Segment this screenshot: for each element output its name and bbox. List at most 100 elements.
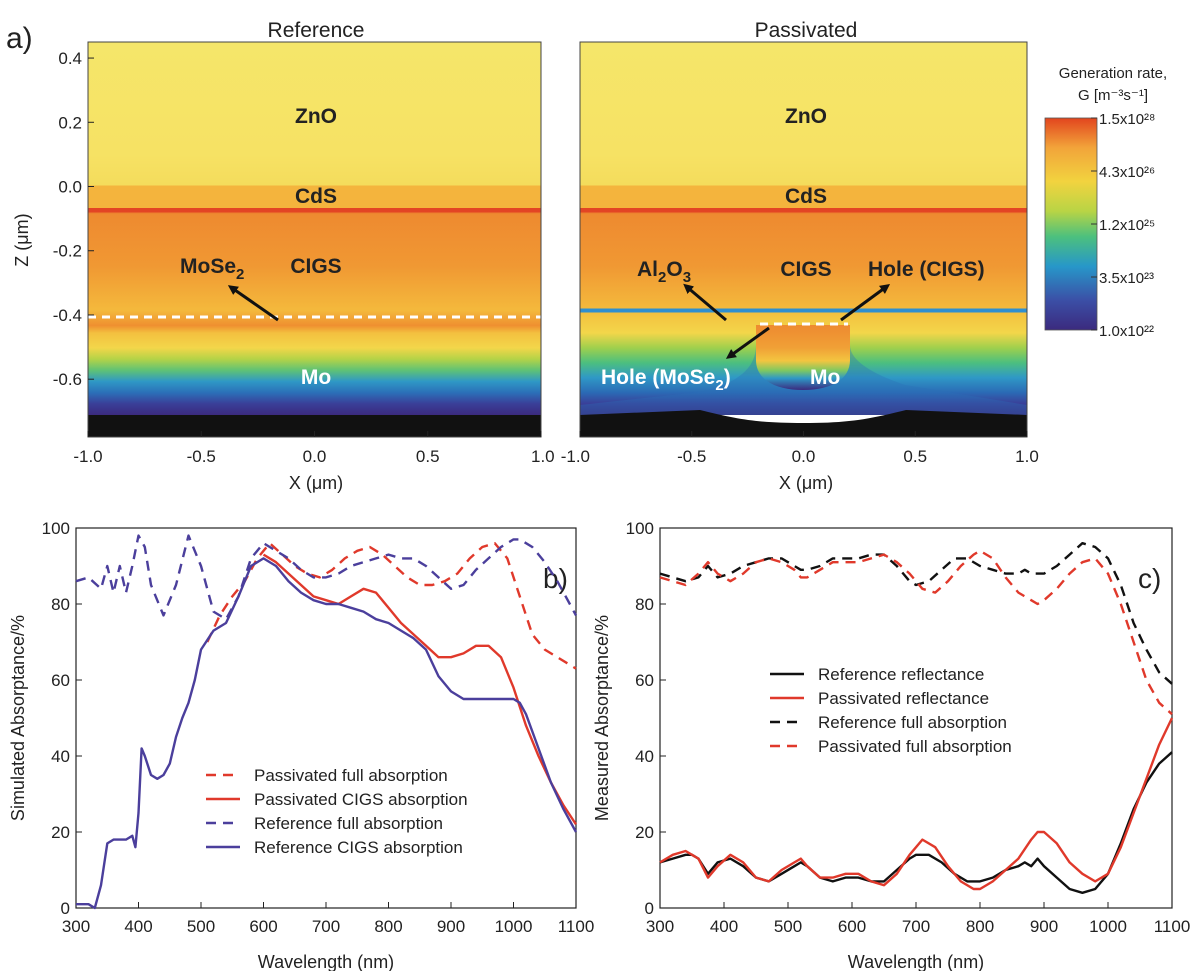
ytick-label: 0	[645, 899, 654, 918]
panel-a-left-xtick-label: 0.5	[416, 447, 440, 466]
ytick-label: 20	[51, 823, 70, 842]
legend-label: Passivated CIGS absorption	[254, 790, 468, 809]
xtick-label: 500	[774, 917, 802, 936]
passivated-hole-region	[756, 325, 850, 390]
series-line-2	[75, 534, 578, 621]
xtick-label: 700	[902, 917, 930, 936]
panel-a-left-xlabel: X (μm)	[289, 473, 343, 493]
legend-label: Reference CIGS absorption	[254, 838, 463, 857]
series-line-3	[76, 557, 578, 910]
panel-a-right-xtick-label: -0.5	[677, 447, 706, 466]
reference-zno-label: ZnO	[295, 105, 337, 128]
passivated-zno-label: ZnO	[785, 105, 827, 128]
colorbar-tick-label: 1.0x10²²	[1099, 323, 1154, 340]
panel-a-left-xtick-label: -0.5	[187, 447, 216, 466]
passivated-field-map	[579, 41, 1028, 438]
ytick-label: 20	[635, 823, 654, 842]
xtick-label: 800	[966, 917, 994, 936]
reference-mose2-arrow	[227, 285, 279, 322]
reference-cigs-label: CIGS	[290, 255, 341, 278]
panel-b-xlabel: Wavelength (nm)	[258, 952, 394, 971]
panel-a-ylabel: Z (μm)	[12, 213, 32, 266]
reference-mo-label: Mo	[301, 366, 331, 389]
panel-a-ytick-label: 0.0	[58, 178, 82, 197]
panel-a-ytick-label: 0.4	[58, 49, 82, 68]
legend-label: Reference full absorption	[254, 814, 443, 833]
passivated-cigs-label: CIGS	[780, 258, 831, 281]
panel-c-xlabel: Wavelength (nm)	[848, 952, 984, 971]
xtick-label: 600	[838, 917, 866, 936]
panel-c-ylabel: Measured Absorptance/%	[592, 615, 612, 821]
series-line-0	[206, 542, 577, 670]
al2o3-arrow	[683, 283, 727, 322]
hole-mose2-arrow	[725, 326, 770, 359]
series-line-2	[659, 542, 1173, 685]
ytick-label: 40	[635, 747, 654, 766]
legend-label: Passivated full absorption	[818, 737, 1012, 756]
passivated-mo-label: Mo	[810, 366, 840, 389]
ytick-label: 100	[42, 519, 70, 538]
ytick-label: 0	[61, 899, 70, 918]
panel-c-legend: Reference reflectance Passivated reflecta…	[770, 665, 1012, 756]
xtick-label: 800	[374, 917, 402, 936]
passivated-cds-label: CdS	[785, 185, 827, 208]
series-line-1	[262, 553, 578, 826]
panel-a-left-xtick-label: 1.0	[531, 447, 555, 466]
xtick-label: 1100	[558, 917, 595, 936]
panel-c-label: c)	[1138, 563, 1161, 594]
hole-cigs-label: Hole (CIGS)	[868, 258, 985, 281]
xtick-label: 500	[187, 917, 215, 936]
panel-a-left-xtick-label: 0.0	[303, 447, 327, 466]
passivated-substrate	[580, 410, 1027, 437]
panel-a-left-xtick-label: -1.0	[73, 447, 102, 466]
xtick-label: 1000	[495, 917, 533, 936]
panel-a-label: a)	[6, 22, 33, 55]
xtick-label: 900	[1030, 917, 1058, 936]
panel-a-right-title: Passivated	[755, 19, 858, 42]
xtick-label: 300	[646, 917, 674, 936]
panel-c-plot: 300 400 500 600 700 800 900 1000 1100 0 20 40 60 80 10…	[626, 519, 1191, 936]
panel-a-right-xtick-label: 0.0	[792, 447, 816, 466]
panel-a-ytick-label: -0.6	[53, 370, 82, 389]
panel-a-right-xtick-label: 0.5	[903, 447, 927, 466]
xtick-label: 300	[62, 917, 90, 936]
panel-b-legend: Passivated full absorption Passivated CIG…	[206, 766, 468, 857]
panel-b-ylabel: Simulated Absorptance/%	[8, 615, 28, 821]
panel-a-ytick-label: 0.2	[58, 113, 82, 132]
colorbar-tick-label: 1.2x10²⁵	[1099, 217, 1155, 234]
xtick-label: 1100	[1154, 917, 1191, 936]
legend-label: Passivated full absorption	[254, 766, 448, 785]
xtick-label: 400	[710, 917, 738, 936]
legend-label: Reference reflectance	[818, 665, 984, 684]
ytick-label: 60	[51, 671, 70, 690]
colorbar-title-2: G [m⁻³s⁻¹]	[1078, 87, 1148, 104]
colorbar-tick-label: 4.3x10²⁶	[1099, 164, 1155, 181]
panel-c: c) 300 400 500 600 700 800 900 1000 1100 0 20 40 60 8…	[592, 519, 1190, 971]
colorbar-tick-label: 1.5x10²⁸	[1099, 111, 1155, 128]
ytick-label: 40	[51, 747, 70, 766]
panel-b: b) 300 400 500 600 700 800 900 1000 1100 0 20 40 60 8…	[8, 519, 594, 971]
panel-a-right-xtick-label: 1.0	[1015, 447, 1039, 466]
series-line-3	[659, 549, 1173, 716]
panel-a-ytick-label: -0.2	[53, 242, 82, 261]
xtick-label: 1000	[1089, 917, 1127, 936]
panel-a-right-xtick-label: -1.0	[561, 447, 590, 466]
colorbar-title-1: Generation rate,	[1059, 65, 1167, 82]
reference-cds-label: CdS	[295, 185, 337, 208]
ytick-label: 80	[51, 595, 70, 614]
colorbar-tick-label: 3.5x10²³	[1099, 270, 1154, 287]
panel-a-ytick-label: -0.4	[53, 306, 82, 325]
xtick-label: 400	[124, 917, 152, 936]
panel-a-right-xlabel: X (μm)	[779, 473, 833, 493]
series-line-0	[659, 751, 1173, 894]
reference-field-gradient	[88, 42, 541, 415]
ytick-label: 80	[635, 595, 654, 614]
panel-a-axes: -1.0 -0.5 0.0 0.5 1.0 -1.0 -0.5 0.0 0.5 1.0 0.4 0.2…	[53, 49, 1039, 466]
ytick-label: 60	[635, 671, 654, 690]
xtick-label: 700	[312, 917, 340, 936]
hole-cigs-arrow	[840, 284, 891, 322]
panel-a-left-title: Reference	[268, 19, 365, 42]
series-line-1	[659, 717, 1174, 891]
colorbar	[1044, 117, 1098, 331]
